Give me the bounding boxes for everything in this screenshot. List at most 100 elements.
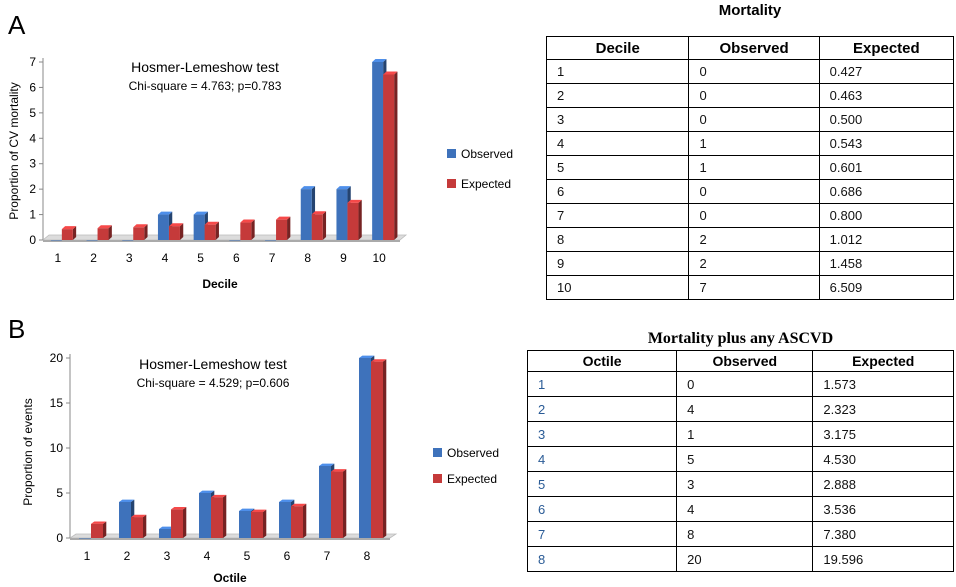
x-tick-label: 9 — [340, 251, 347, 265]
observed-bar — [79, 538, 91, 539]
cell-expected: 0.427 — [818, 59, 955, 84]
cell-octile: 5 — [526, 471, 678, 497]
expected-bar — [171, 509, 183, 538]
expected-bar-side — [251, 219, 255, 240]
cell-expected: 1.012 — [818, 227, 955, 252]
cell-observed: 0 — [688, 203, 820, 228]
observed-bar — [300, 189, 312, 240]
cell-observed: 0 — [688, 83, 820, 108]
table-row: 6 4 3.536 — [526, 496, 954, 522]
x-tick-label: 6 — [233, 251, 240, 265]
cell-observed: 0 — [676, 371, 814, 397]
expected-bar-top — [371, 359, 387, 362]
x-tick-label: 4 — [204, 549, 211, 563]
cell-decile: 9 — [545, 251, 690, 276]
y-tick-label: 2 — [29, 182, 36, 196]
expected-bar-side — [179, 223, 184, 240]
table-row: 7 8 7.380 — [526, 521, 954, 547]
table-row: 3 0 0.500 — [545, 107, 955, 132]
cell-expected: 0.500 — [818, 107, 955, 132]
column-header-expected: Expected — [812, 350, 954, 372]
legend-swatch-observed — [447, 149, 456, 158]
cell-observed: 4 — [676, 496, 814, 522]
x-tick-label: 3 — [126, 251, 133, 265]
observed-bar-top — [372, 59, 387, 62]
y-axis-title: Proportion of CV mortality — [7, 82, 21, 219]
table-row: 3 1 3.175 — [526, 421, 954, 447]
y-axis-title: Proportion of events — [21, 398, 35, 505]
expected-bar — [168, 226, 180, 240]
cell-expected: 1.458 — [818, 251, 955, 276]
observed-bar — [336, 189, 348, 240]
expected-bar — [371, 361, 383, 538]
cell-observed: 2 — [688, 251, 820, 276]
x-tick-label: 1 — [55, 251, 62, 265]
observed-bar — [239, 511, 251, 538]
observed-bar-top — [300, 186, 316, 190]
expected-bar-top — [291, 503, 307, 507]
legend-label-observed: Observed — [461, 147, 513, 161]
expected-bar — [91, 523, 103, 538]
cell-decile: 8 — [545, 227, 690, 252]
x-tick-label: 3 — [164, 549, 171, 563]
expected-bar-side — [322, 211, 327, 240]
expected-bar — [211, 497, 223, 538]
legend-label-expected: Expected — [461, 177, 511, 191]
cell-decile: 4 — [545, 131, 690, 156]
cell-octile: 2 — [526, 396, 678, 422]
x-tick-label: 7 — [324, 549, 331, 563]
expected-bar — [240, 222, 252, 240]
cell-expected: 6.509 — [818, 275, 955, 300]
expected-bar-top — [383, 71, 398, 75]
expected-bar-side — [263, 509, 267, 538]
y-tick-label: 20 — [50, 351, 64, 365]
expected-bar-top — [133, 224, 148, 228]
cell-decile: 1 — [545, 59, 690, 84]
expected-bar-top — [331, 469, 347, 472]
observed-bar — [359, 358, 371, 538]
expected-bar — [331, 471, 343, 538]
expected-bar — [133, 227, 145, 240]
table-row: 8 20 19.596 — [526, 546, 954, 572]
expected-bar-side — [223, 494, 227, 538]
mortality-ascvd-table: Octile Observed Expected 1 0 1.573 2 4 2.323 3… — [526, 350, 954, 572]
cell-observed: 1 — [688, 155, 820, 180]
observed-bar — [199, 493, 211, 538]
expected-bar — [131, 517, 143, 538]
legend-label-expected: Expected — [447, 472, 497, 486]
column-header-octile: Octile — [526, 350, 678, 372]
cell-decile: 6 — [545, 179, 690, 204]
cell-decile: 5 — [545, 155, 690, 180]
expected-bar — [311, 214, 323, 240]
expected-bar-side — [144, 224, 148, 240]
cell-expected: 1.573 — [812, 371, 954, 397]
table-row: 1 0 1.573 — [526, 371, 954, 397]
table-row: 5 3 2.888 — [526, 471, 954, 497]
annotation-stats: Chi-square = 4.763; p=0.783 — [129, 79, 282, 93]
expected-bar-side — [303, 503, 307, 538]
observed-bar — [157, 214, 169, 240]
observed-bar-top — [199, 490, 215, 493]
cell-expected: 0.463 — [818, 83, 955, 108]
observed-bar-top — [279, 499, 295, 502]
expected-bar-side — [108, 225, 112, 240]
x-axis-title: Octile — [213, 571, 247, 585]
legend-label-observed: Observed — [447, 446, 499, 460]
table-row: 6 0 0.686 — [545, 179, 955, 204]
table-header-row: Octile Observed Expected — [526, 350, 954, 372]
y-tick-label: 0 — [56, 531, 63, 545]
cell-decile: 7 — [545, 203, 690, 228]
y-tick-label: 10 — [50, 441, 64, 455]
observed-bar — [265, 240, 277, 241]
expected-bar — [251, 512, 263, 538]
cell-octile: 3 — [526, 421, 678, 447]
cell-observed: 7 — [688, 275, 820, 300]
observed-bar — [372, 62, 384, 240]
x-tick-label: 2 — [90, 251, 97, 265]
expected-bar-top — [131, 514, 147, 518]
observed-bar — [122, 240, 134, 241]
cell-expected: 2.323 — [812, 396, 954, 422]
cell-decile: 10 — [545, 275, 690, 300]
table-row: 2 4 2.323 — [526, 396, 954, 422]
y-tick-label: 5 — [56, 486, 63, 500]
